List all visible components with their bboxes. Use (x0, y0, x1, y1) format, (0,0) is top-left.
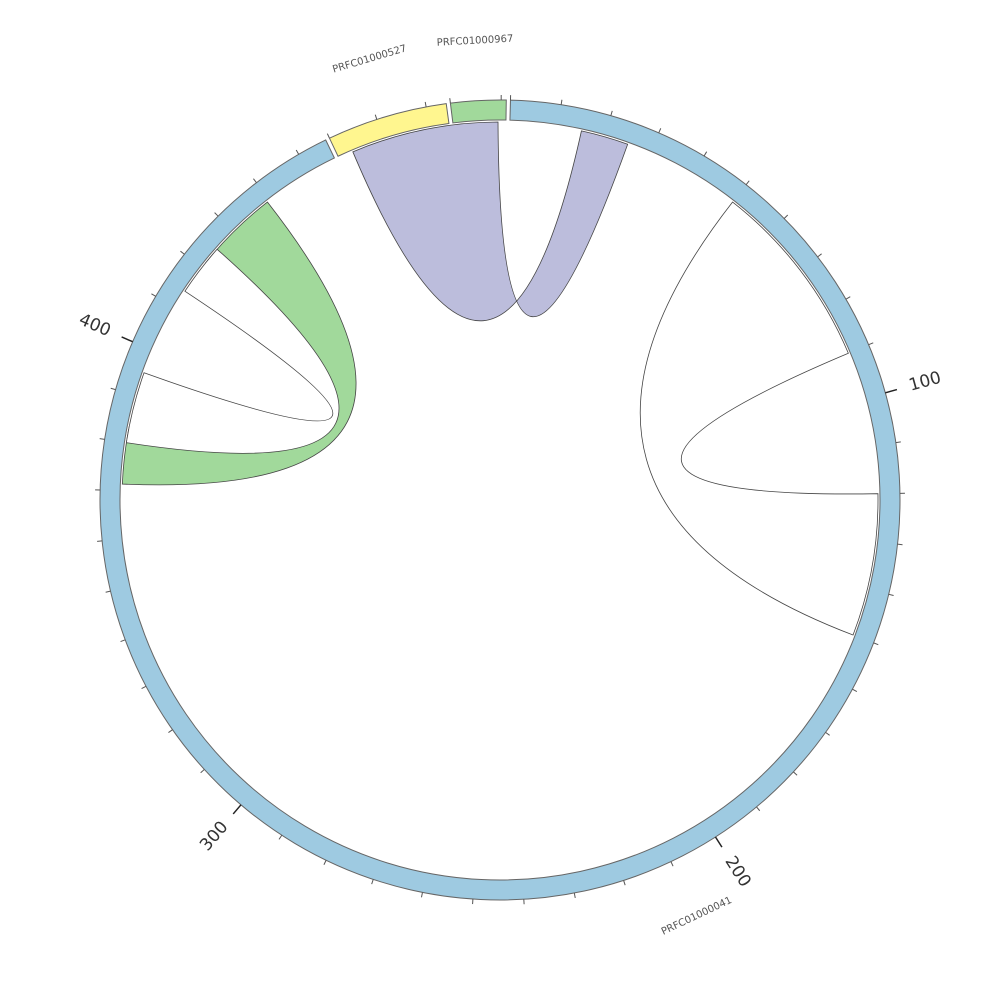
tick-mark (180, 250, 185, 255)
tick-mark (99, 438, 105, 440)
tick-mark (817, 253, 822, 258)
segment-label-PRFC01000041: PRFC01000041 (660, 895, 734, 938)
tick-mark (610, 110, 613, 116)
tick-mark (374, 114, 378, 120)
tick-mark (703, 151, 708, 157)
tick-mark (97, 540, 103, 542)
link-ribbon-4 (125, 248, 340, 454)
tick-mark (670, 861, 674, 867)
tick-mark (323, 860, 327, 865)
tick-mark (200, 769, 205, 774)
segment-PRFC01000967 (449, 99, 507, 124)
labels-layer: 100 200 300 400 PRFC01000041 PRFC01000527 PRFC… (76, 34, 943, 938)
tick-mark (714, 836, 723, 848)
link-ribbon-3 (639, 201, 879, 636)
tick-mark (424, 101, 427, 107)
tick-mark (214, 212, 219, 217)
tick-mark (888, 593, 894, 596)
tick-mark (253, 178, 257, 183)
tick-mark (845, 296, 851, 300)
tick-mark (371, 879, 374, 885)
tick-mark (120, 639, 126, 643)
tick-mark (793, 771, 798, 776)
tick-mark (897, 543, 903, 546)
tick-mark (868, 342, 874, 346)
tick-label-200: 200 (721, 853, 755, 891)
tick-mark (110, 387, 116, 391)
tick-mark (278, 834, 283, 840)
tick-mark (852, 688, 858, 692)
tick-mark (623, 880, 626, 886)
tick-mark (232, 804, 242, 815)
tick-mark (105, 590, 111, 593)
links-layer (121, 121, 879, 636)
segments-layer (99, 99, 901, 901)
tick-mark (151, 293, 156, 297)
tick-mark (895, 441, 901, 444)
link-ribbon-1 (352, 121, 629, 322)
tick-mark (885, 388, 898, 394)
tick-mark (141, 685, 147, 690)
tick-mark (420, 892, 423, 898)
tick-label-100: 100 (907, 368, 944, 396)
tick-mark (449, 98, 451, 104)
tick-mark (573, 892, 576, 899)
tick-mark (658, 128, 662, 134)
segment-PRFC01000527 (328, 103, 450, 157)
tick-mark (745, 180, 750, 186)
tick-label-300: 300 (196, 817, 232, 855)
tick-mark (873, 642, 879, 646)
tick-label-400: 400 (76, 310, 114, 341)
tick-mark (326, 133, 330, 139)
segment-PRFC01000041 (99, 99, 901, 901)
tick-mark (121, 336, 133, 343)
tick-mark (168, 729, 173, 733)
tick-mark (825, 731, 830, 736)
ticks-layer (95, 95, 905, 905)
tick-mark (295, 149, 300, 155)
segment-label-PRFC01000527: PRFC01000527 (331, 43, 408, 75)
segment-label-PRFC01000967: PRFC01000967 (436, 34, 513, 49)
tick-mark (560, 99, 563, 105)
tick-mark (756, 806, 761, 812)
tick-mark (783, 214, 789, 219)
